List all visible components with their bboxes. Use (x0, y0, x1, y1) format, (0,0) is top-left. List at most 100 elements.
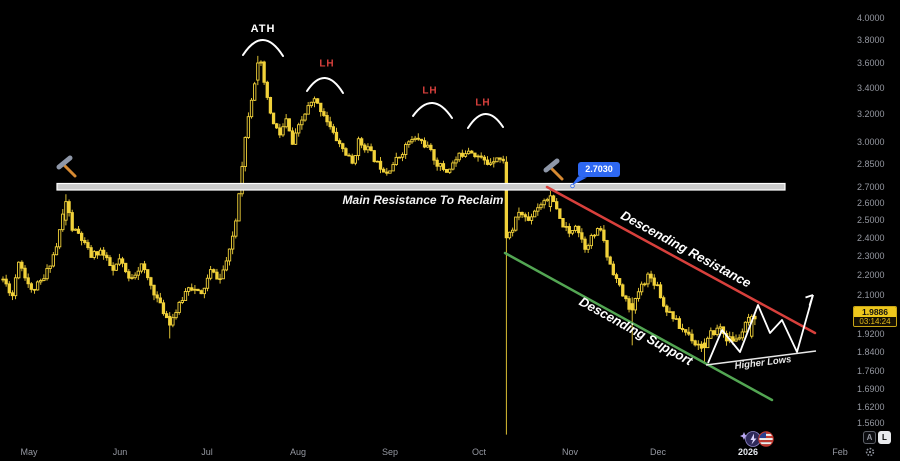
candle-body (413, 137, 417, 141)
candle-body (13, 277, 18, 297)
lh-label-2: LH (422, 85, 438, 97)
price-tick-label: 2.5000 (857, 215, 885, 226)
main-resistance-band[interactable] (56, 182, 786, 191)
candle-body (369, 146, 373, 152)
price-tick-label: 4.0000 (857, 12, 885, 23)
log-scale-button[interactable]: L (878, 431, 891, 444)
candle-body (580, 232, 584, 240)
candle-body (523, 214, 527, 218)
candle-body (268, 96, 273, 114)
candle-body (397, 156, 402, 159)
candle-body (435, 159, 439, 167)
candle-body (545, 198, 549, 202)
candle-body (57, 229, 62, 248)
candle-body (350, 155, 354, 164)
candle-body (479, 155, 483, 158)
candle-body (419, 138, 424, 142)
projection-zigzag (707, 294, 814, 364)
descending-resistance-line[interactable] (545, 185, 817, 335)
candle-body (404, 144, 408, 155)
candle-body (297, 124, 301, 134)
descending-support-line[interactable] (503, 251, 774, 402)
candle-body (422, 140, 427, 148)
candle-body (400, 154, 405, 158)
candle-body (117, 258, 122, 265)
candle-body (334, 131, 339, 142)
candle-body (630, 303, 634, 311)
candle-body (488, 162, 493, 165)
candle-body (605, 240, 609, 258)
candle-body (734, 338, 738, 342)
candle-body (183, 291, 188, 301)
candle-body (114, 263, 118, 271)
time-tick-label: Sep (381, 447, 399, 457)
hammer-icon-2[interactable] (543, 158, 564, 181)
price-tick-label: 2.2000 (857, 270, 885, 281)
candle-body (592, 234, 597, 237)
candle-body (526, 216, 531, 221)
candle-body (168, 315, 172, 326)
candle-body (674, 318, 678, 320)
candle-body (171, 317, 175, 326)
candle-body (709, 330, 713, 339)
time-tick-label: 2026 (737, 447, 759, 457)
candle-body (731, 336, 735, 342)
candle-body (567, 226, 571, 234)
candle-body (687, 331, 691, 335)
time-axis[interactable]: May Jun Jul Aug Sep Oct Nov Dec 2026 Feb (0, 444, 848, 461)
candle-body (278, 127, 282, 136)
time-tick-label: May (20, 447, 38, 457)
price-tick-label: 3.2000 (857, 108, 885, 119)
main-resistance-label: Main Resistance To Reclaim (342, 193, 504, 207)
auto-scale-button[interactable]: A (863, 431, 876, 444)
higher-lows-line[interactable] (705, 350, 817, 366)
candle-body (441, 163, 446, 170)
candle-body (570, 230, 575, 234)
candle-body (671, 311, 675, 320)
candle-body (130, 277, 134, 279)
candle-body (473, 152, 477, 158)
candle-body (79, 232, 84, 241)
candle-body (602, 229, 606, 241)
price-callout-bubble[interactable]: 2.7030 (578, 162, 620, 177)
candle-body (61, 213, 65, 231)
candle-body (127, 271, 131, 279)
candle-body (164, 313, 169, 319)
candle-body (426, 144, 430, 148)
candle-body (190, 287, 194, 291)
candle-body (98, 249, 103, 256)
candle-body (17, 261, 21, 279)
candle-body (227, 248, 232, 262)
candle-body (492, 161, 496, 164)
callout-tail (571, 176, 587, 186)
candle-body (410, 139, 414, 143)
candle-body (186, 287, 191, 292)
candle-body (680, 328, 685, 331)
candle-body (378, 160, 383, 170)
candle-body (287, 118, 291, 132)
candle-body (76, 228, 81, 234)
candle-body (199, 290, 203, 295)
candle-body (595, 228, 600, 236)
candle-body (542, 200, 546, 206)
candle-body (224, 260, 229, 271)
candle-body (35, 281, 40, 291)
symbol-watermark (740, 431, 774, 447)
time-tick-label: Dec (649, 447, 667, 457)
candle-body (495, 157, 499, 163)
candle-body (470, 150, 474, 154)
candle-body (89, 247, 93, 258)
drawing-anchor-dot[interactable] (570, 183, 575, 189)
candle-body (599, 228, 603, 231)
candle-body (262, 61, 266, 83)
candle-body (643, 283, 647, 286)
settings-gear-icon[interactable] (865, 447, 875, 457)
candle-body (256, 62, 260, 81)
hammer-icon-1[interactable] (56, 155, 77, 178)
candle-body (555, 201, 559, 210)
candle-body (382, 168, 386, 173)
candle-body (347, 154, 351, 157)
price-axis[interactable]: 4.0000 3.8000 3.6000 3.4000 3.2000 3.0000 2.85… (848, 0, 900, 461)
candle-body (45, 268, 49, 280)
